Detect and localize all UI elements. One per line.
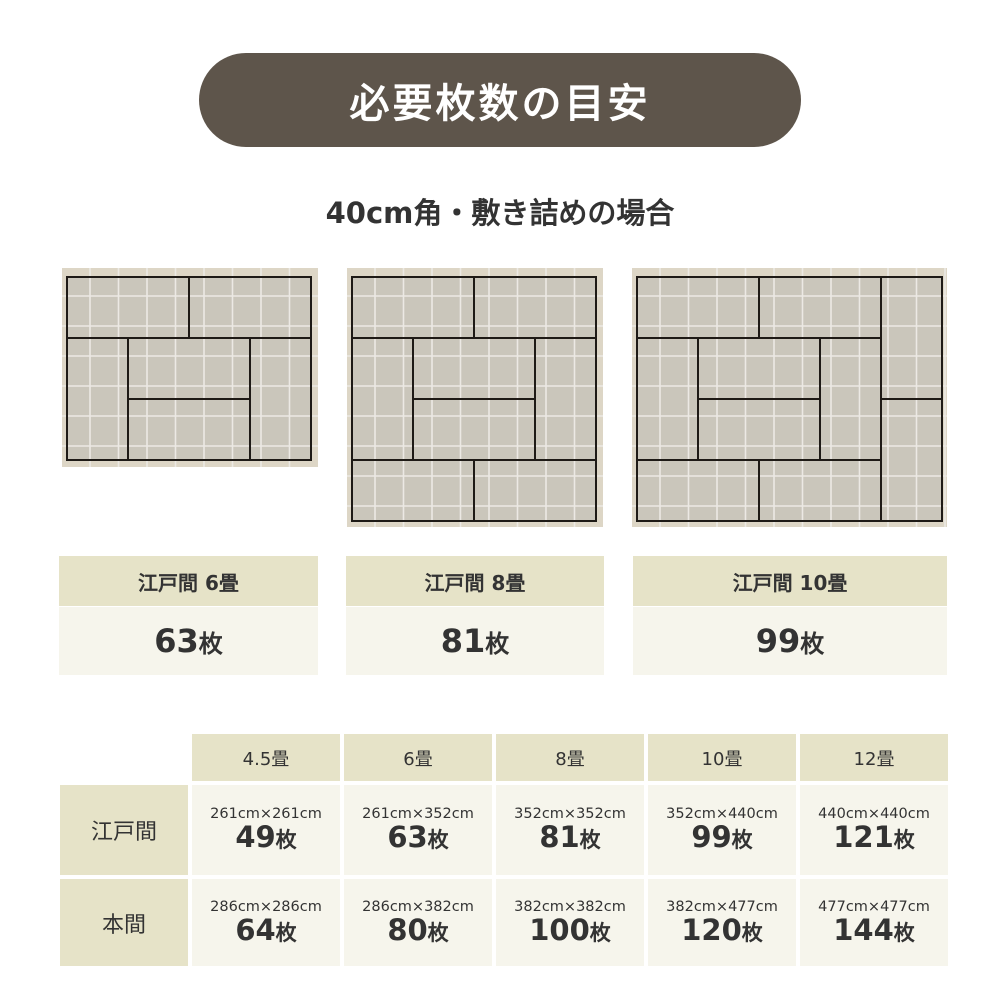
column-header: 6畳 (344, 734, 492, 781)
count-unit: 枚 (893, 920, 915, 945)
count-unit: 枚 (800, 629, 825, 658)
count-number: 120 (681, 912, 742, 947)
floor-plan-6jo (62, 268, 318, 467)
count: 80枚 (387, 912, 449, 947)
table-cell: 261cm×261cm 49枚 (192, 785, 340, 875)
count: 121枚 (833, 820, 915, 855)
table-cell: 261cm×352cm 63枚 (344, 785, 492, 875)
count-unit: 枚 (731, 828, 753, 853)
dimensions: 352cm×440cm (666, 806, 778, 823)
count: 49枚 (235, 820, 297, 855)
row-header: 本間 (60, 879, 188, 966)
count-number: 100 (529, 912, 590, 947)
count-unit: 枚 (485, 629, 510, 658)
table-cell: 440cm×440cm 121枚 (800, 785, 948, 875)
table-cell: 477cm×477cm 144枚 (800, 879, 948, 966)
count: 120枚 (681, 912, 763, 947)
count: 99枚 (691, 820, 753, 855)
count-unit: 枚 (893, 828, 915, 853)
count: 63枚 (387, 820, 449, 855)
dimensions: 261cm×261cm (210, 806, 322, 823)
count-unit: 枚 (427, 920, 449, 945)
count-number: 63 (387, 820, 428, 855)
count-number: 64 (235, 912, 276, 947)
count-number: 49 (235, 820, 276, 855)
table-cell: 352cm×440cm 99枚 (648, 785, 796, 875)
dimensions: 286cm×382cm (362, 898, 474, 915)
count-unit: 枚 (198, 629, 223, 658)
plan-label-8jo: 江戸間 8畳 (346, 556, 604, 606)
tatami-mat (758, 459, 882, 522)
column-header: 8畳 (496, 734, 644, 781)
plan-count-8jo: 81 枚 (346, 607, 604, 675)
count-number: 144 (833, 912, 894, 947)
table-cell: 382cm×382cm 100枚 (496, 879, 644, 966)
count-number: 80 (387, 912, 428, 947)
count: 100枚 (529, 912, 611, 947)
count-number: 81 (539, 820, 580, 855)
count-number: 121 (833, 820, 894, 855)
floor-plan-10jo (632, 268, 947, 527)
dimensions: 352cm×352cm (514, 806, 626, 823)
count-unit: 枚 (427, 828, 449, 853)
plan-label-10jo: 江戸間 10畳 (633, 556, 947, 606)
count-number: 99 (691, 820, 732, 855)
count-number: 81 (440, 622, 486, 660)
dimensions: 382cm×382cm (514, 898, 626, 915)
table-cell: 286cm×382cm 80枚 (344, 879, 492, 966)
count: 144枚 (833, 912, 915, 947)
count-unit: 枚 (589, 920, 611, 945)
title-banner: 必要枚数の目安 (199, 53, 801, 147)
dimensions: 286cm×286cm (210, 898, 322, 915)
dimensions: 261cm×352cm (362, 806, 474, 823)
dimensions: 477cm×477cm (818, 898, 930, 915)
count-unit: 枚 (579, 828, 601, 853)
table-cell: 352cm×352cm 81枚 (496, 785, 644, 875)
table-cell: 286cm×286cm 64枚 (192, 879, 340, 966)
table-cell: 382cm×477cm 120枚 (648, 879, 796, 966)
floor-plan-8jo (347, 268, 603, 527)
dimensions: 382cm×477cm (666, 898, 778, 915)
tatami-mat (249, 337, 312, 461)
count-number: 63 (154, 622, 199, 660)
subtitle: 40cm角・敷き詰めの場合 (325, 196, 675, 230)
count-unit: 枚 (741, 920, 763, 945)
column-header: 10畳 (648, 734, 796, 781)
column-header: 12畳 (800, 734, 948, 781)
dimensions: 440cm×440cm (818, 806, 930, 823)
count-number: 99 (755, 622, 801, 660)
count-unit: 枚 (275, 920, 297, 945)
plan-count-6jo: 63 枚 (59, 607, 318, 675)
tatami-mat (473, 459, 597, 522)
column-header: 4.5畳 (192, 734, 340, 781)
count: 64枚 (235, 912, 297, 947)
count-unit: 枚 (275, 828, 297, 853)
count: 81枚 (539, 820, 601, 855)
plan-label-6jo: 江戸間 6畳 (59, 556, 318, 606)
plan-count-10jo: 99 枚 (633, 607, 947, 675)
row-header: 江戸間 (60, 785, 188, 875)
